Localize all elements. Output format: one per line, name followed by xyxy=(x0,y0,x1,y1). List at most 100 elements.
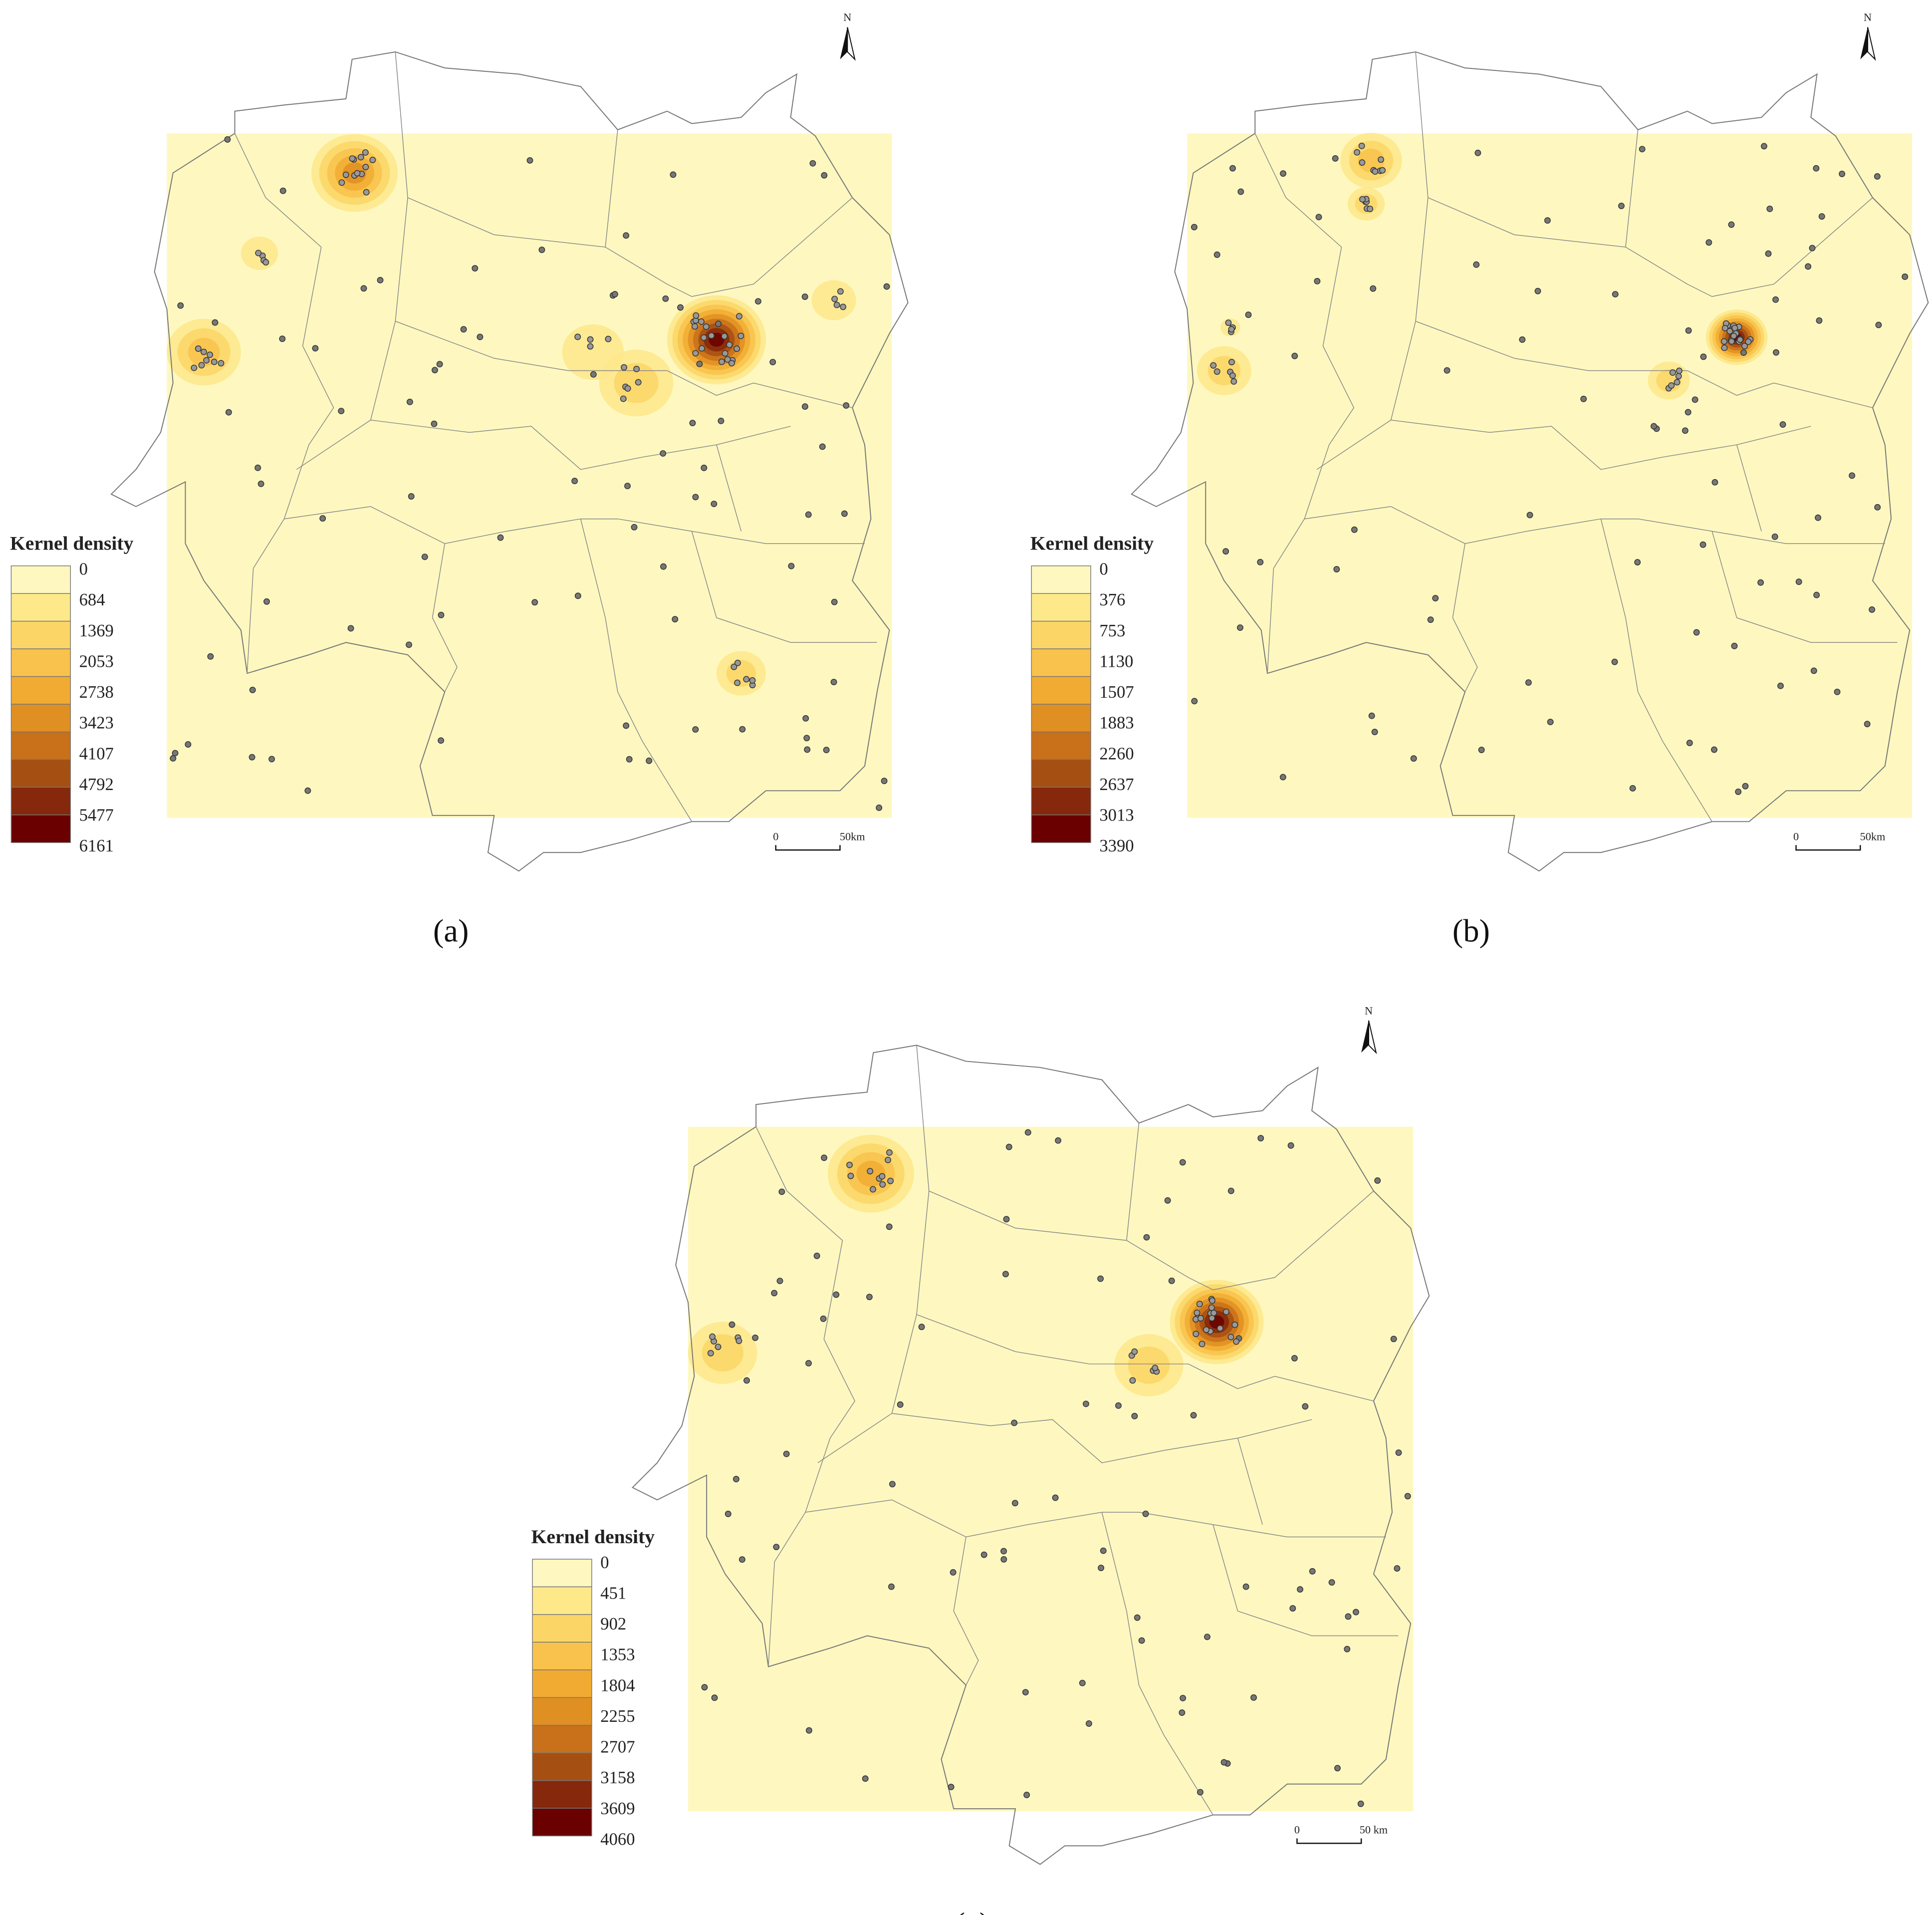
legend-swatch xyxy=(10,648,71,677)
site-point xyxy=(1874,173,1881,180)
site-point xyxy=(1085,1720,1092,1727)
site-point xyxy=(1197,1789,1204,1796)
site-point xyxy=(1874,504,1881,511)
site-point xyxy=(743,1377,750,1384)
site-point xyxy=(624,483,631,490)
site-point xyxy=(1228,359,1235,365)
site-point xyxy=(1334,1765,1341,1772)
legend-swatch xyxy=(10,565,71,594)
site-point xyxy=(897,1401,904,1408)
north-label: N xyxy=(843,11,851,23)
site-point xyxy=(1180,1694,1187,1701)
site-point xyxy=(212,319,219,326)
site-point xyxy=(1097,1275,1104,1282)
site-point xyxy=(1003,1216,1010,1223)
site-point xyxy=(1394,1565,1401,1572)
site-point xyxy=(1213,251,1220,258)
legend-swatch xyxy=(532,1614,592,1643)
site-point xyxy=(1302,1403,1309,1410)
site-point xyxy=(1197,1315,1204,1322)
site-point xyxy=(1676,367,1683,374)
site-point xyxy=(1287,1142,1294,1149)
legend-label: 451 xyxy=(600,1584,626,1603)
site-point xyxy=(1731,642,1738,649)
legend-swatch xyxy=(532,1808,592,1837)
region-outline xyxy=(1131,51,1929,872)
county-boundary xyxy=(1254,133,1355,674)
legend-swatch xyxy=(532,1697,592,1726)
site-point xyxy=(718,358,725,365)
site-point xyxy=(633,365,640,372)
legend-label: 0 xyxy=(600,1553,609,1572)
legend-swatch xyxy=(1031,565,1091,594)
site-point xyxy=(1098,1565,1105,1571)
site-point xyxy=(728,1321,735,1328)
legend-label: 6161 xyxy=(79,836,114,855)
site-point xyxy=(1519,336,1526,343)
map-panel: Kernel density 0 376 753 1130 1507 1883 2260 263… xyxy=(1030,11,1929,948)
site-point xyxy=(732,1476,739,1483)
site-point xyxy=(1772,296,1779,303)
north-arrow xyxy=(840,27,848,59)
legend-swatch xyxy=(1031,704,1091,733)
site-point xyxy=(338,179,345,186)
site-point xyxy=(1168,1277,1175,1284)
site-point xyxy=(623,722,630,729)
site-point xyxy=(804,746,811,753)
site-point xyxy=(1685,409,1691,416)
site-point xyxy=(980,1551,987,1558)
site-point xyxy=(778,1188,785,1195)
site-point xyxy=(1138,1637,1145,1644)
site-point xyxy=(876,805,883,811)
legend-swatch xyxy=(10,620,71,649)
panel-caption: (a) xyxy=(433,913,469,948)
site-point xyxy=(200,348,207,355)
site-point xyxy=(701,1684,708,1691)
site-point xyxy=(621,364,628,371)
site-point xyxy=(1378,156,1384,163)
map-panel: Kernel density 0 684 1369 2053 2738 3423 4107 47… xyxy=(10,11,909,948)
site-point xyxy=(1344,1645,1351,1652)
site-point xyxy=(1721,344,1728,351)
site-point xyxy=(626,756,633,763)
site-point xyxy=(1315,214,1322,221)
site-point xyxy=(1813,165,1820,172)
legend-label: 1369 xyxy=(79,621,114,640)
site-point xyxy=(1190,1412,1197,1419)
region-outline xyxy=(631,1045,1430,1865)
site-point xyxy=(460,326,467,333)
site-point xyxy=(689,420,696,427)
site-point xyxy=(802,715,809,722)
site-point xyxy=(866,1294,873,1301)
site-point xyxy=(1333,566,1340,573)
site-point xyxy=(1726,328,1733,335)
site-point xyxy=(1227,1334,1234,1341)
site-point xyxy=(883,283,890,290)
site-point xyxy=(1432,595,1439,601)
site-point xyxy=(1229,372,1236,379)
site-point xyxy=(620,395,627,402)
site-point xyxy=(347,625,354,632)
site-point xyxy=(1011,1500,1018,1507)
site-point xyxy=(1245,311,1252,318)
site-point xyxy=(497,534,504,541)
site-point xyxy=(1143,1234,1150,1241)
site-point xyxy=(218,360,225,367)
site-point xyxy=(1314,277,1321,284)
site-point xyxy=(1685,327,1692,334)
site-point xyxy=(1757,579,1764,586)
county-boundary xyxy=(1126,1190,1374,1291)
legend-label: 5477 xyxy=(79,806,114,825)
site-point xyxy=(1736,336,1743,343)
site-point xyxy=(472,265,479,272)
site-point xyxy=(1005,1143,1012,1150)
site-point xyxy=(1204,1634,1210,1641)
county-boundary xyxy=(716,444,742,532)
legend-swatch xyxy=(1031,648,1091,677)
site-point xyxy=(1809,245,1816,252)
site-point xyxy=(660,450,667,457)
site-point xyxy=(1374,1177,1381,1184)
site-point xyxy=(254,464,261,471)
site-point xyxy=(1297,1586,1303,1593)
site-point xyxy=(1795,578,1802,585)
